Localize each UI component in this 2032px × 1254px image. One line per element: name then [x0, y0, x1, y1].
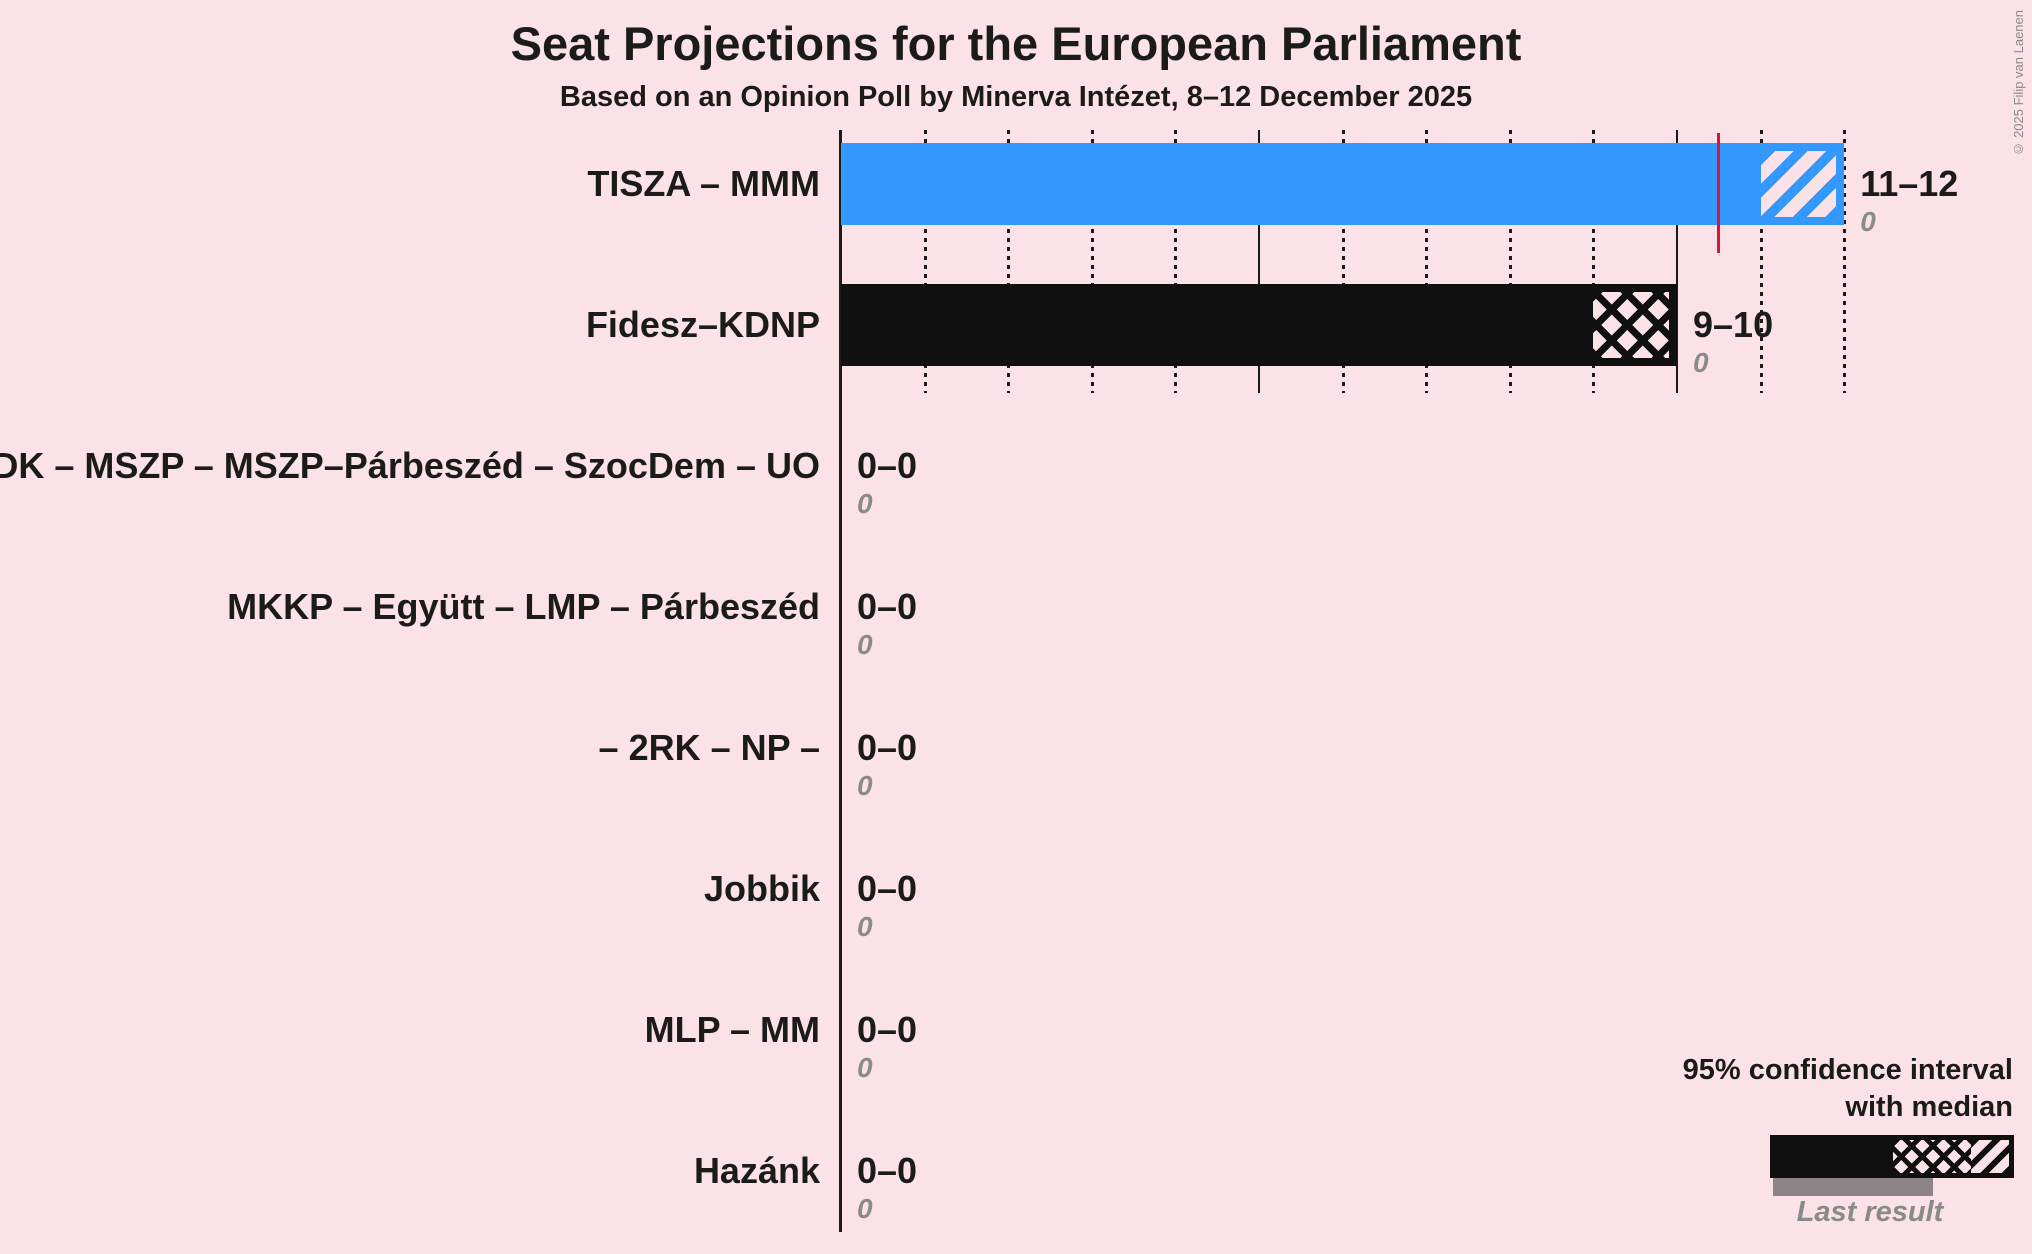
gridline-seat-8: [1508, 130, 1512, 393]
last-result-value: 0: [857, 1193, 873, 1224]
gridline-seat-2: [1007, 130, 1011, 393]
legend-ci-line2: with median: [1845, 1091, 2013, 1123]
party-label: Fidesz–KDNP: [585, 304, 820, 345]
gridline-seat-10: [1676, 130, 1678, 393]
party-label: Hazánk: [693, 1150, 820, 1191]
gridline-seat-12: [1843, 130, 1847, 393]
last-result-value: 0: [857, 629, 873, 660]
gridline-seat-9: [1592, 130, 1596, 393]
legend-sample-bar: [1770, 1135, 2014, 1178]
ci-range-label: 11–12: [1860, 163, 1959, 204]
last-result-value: 0: [1693, 347, 1709, 378]
legend-last-result-bar: [1773, 1178, 1933, 1196]
ci-range-label: 0–0: [857, 586, 918, 627]
confidence-bar-hatch: [1593, 284, 1677, 366]
last-result-value: 0: [857, 1052, 873, 1083]
gridline-seat-6: [1341, 130, 1345, 393]
party-label: DK – MSZP – MSZP–Párbeszéd – SzocDem – U…: [0, 445, 820, 486]
legend-crosshatch-segment: [1893, 1140, 1971, 1173]
gridline-seat-5: [1258, 130, 1260, 393]
gridline-seat-1: [923, 130, 927, 393]
ci-range-label: 0–0: [857, 445, 918, 486]
value-block: 11–12 0: [1860, 164, 1958, 239]
value-block: 0–0 0: [857, 446, 917, 521]
legend-last-result-label: Last result: [1796, 1196, 1944, 1228]
party-label: TISZA – MMM: [587, 163, 820, 204]
last-result-value: 0: [857, 488, 873, 519]
value-block: 0–0 0: [857, 1010, 917, 1085]
value-block: 0–0 0: [857, 869, 917, 944]
ci-range-label: 0–0: [857, 727, 918, 768]
party-label: – 2RK – NP –: [598, 727, 820, 768]
gridline-seat-7: [1425, 130, 1429, 393]
confidence-bar-solid: [841, 284, 1594, 366]
party-label: MKKP – Együtt – LMP – Párbeszéd: [227, 586, 820, 627]
legend-ci-text: 95% confidence interval with median: [1683, 1052, 2013, 1126]
last-result-value: 0: [857, 911, 873, 942]
party-label: MLP – MM: [644, 1009, 820, 1050]
legend-diagonal-segment: [1971, 1140, 2009, 1173]
chart-title: Seat Projections for the European Parlia…: [510, 17, 1522, 70]
value-block: 0–0 0: [857, 587, 917, 662]
party-label: Jobbik: [703, 868, 820, 909]
confidence-bar-solid: [841, 143, 1761, 225]
value-block: 9–10 0: [1693, 305, 1773, 380]
chart-subtitle: Based on an Opinion Poll by Minerva Inté…: [559, 81, 1473, 113]
ci-range-label: 9–10: [1693, 304, 1774, 345]
legend-ci-line1: 95% confidence interval: [1682, 1054, 2013, 1086]
legend-solid-segment: [1775, 1140, 1893, 1173]
ci-range-label: 0–0: [857, 1009, 918, 1050]
gridline-seat-4: [1174, 130, 1178, 393]
median-line: [1717, 133, 1721, 253]
ci-range-label: 0–0: [857, 868, 918, 909]
confidence-bar-hatch: [1760, 143, 1845, 225]
last-result-value: 0: [1860, 206, 1876, 237]
gridline-seat-11: [1759, 130, 1763, 393]
value-block: 0–0 0: [857, 1151, 917, 1226]
copyright-note: © 2025 Filip van Laenen: [2011, 10, 2026, 157]
gridline-seat-3: [1090, 130, 1094, 393]
y-axis-line: [839, 130, 842, 1232]
value-block: 0–0 0: [857, 728, 917, 803]
ci-range-label: 0–0: [857, 1150, 918, 1191]
last-result-value: 0: [857, 770, 873, 801]
